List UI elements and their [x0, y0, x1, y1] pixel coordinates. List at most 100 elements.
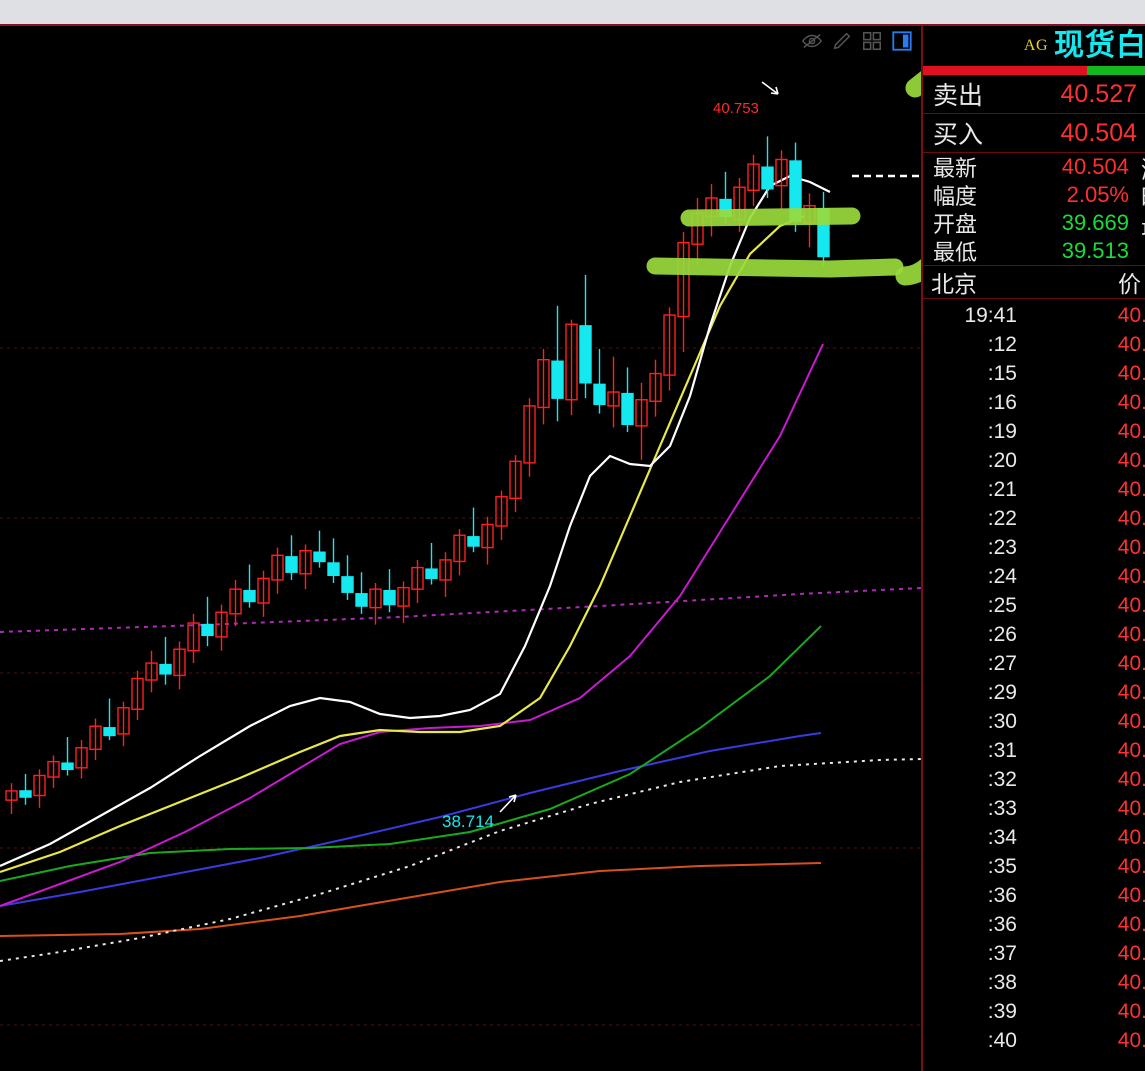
tick-time: :12 — [987, 332, 1017, 356]
panel-split-icon[interactable] — [891, 30, 913, 52]
tick-time: :37 — [987, 941, 1017, 965]
tick-price: 40. — [1117, 941, 1145, 965]
tick-row[interactable]: :36 40. — [923, 881, 1145, 910]
tick-row[interactable]: :40 40. — [923, 1026, 1145, 1055]
tick-time: :26 — [987, 622, 1017, 646]
quote-stat-label: 幅度 — [933, 184, 978, 209]
tick-time: :29 — [987, 680, 1017, 704]
tick-price: 40. — [1117, 419, 1145, 443]
tick-price-column-header: 价 — [1118, 272, 1141, 297]
tick-row[interactable]: :22 40. — [923, 504, 1145, 533]
tick-time: :19 — [987, 419, 1017, 443]
tick-row[interactable]: :24 40. — [923, 562, 1145, 591]
tick-time: :23 — [987, 535, 1017, 559]
tick-time: :36 — [987, 883, 1017, 907]
grid-four-icon[interactable] — [861, 30, 883, 52]
tick-time: :24 — [987, 564, 1017, 588]
quote-stat-label-secondary: 最 — [1129, 209, 1145, 238]
bid-ask-ratio-bar — [923, 66, 1145, 75]
eye-off-icon[interactable] — [801, 30, 823, 52]
tick-row[interactable]: :15 40. — [923, 359, 1145, 388]
tick-time-column-header: 北京 — [931, 272, 977, 297]
tick-row[interactable]: :37 40. — [923, 939, 1145, 968]
tick-row[interactable]: :36 40. — [923, 910, 1145, 939]
tick-time: :30 — [987, 709, 1017, 733]
tick-row[interactable]: :33 40. — [923, 794, 1145, 823]
low-price-annotation: 38.714 — [442, 812, 494, 831]
tick-time: :35 — [987, 854, 1017, 878]
quote-stat-row: 最新 40.504涨 — [923, 153, 1145, 181]
tick-price: 40. — [1117, 477, 1145, 501]
tick-time: :20 — [987, 448, 1017, 472]
tick-row[interactable]: :29 40. — [923, 678, 1145, 707]
tick-row[interactable]: :12 40. — [923, 330, 1145, 359]
chart-canvas — [0, 71, 921, 1026]
tick-time: :38 — [987, 970, 1017, 994]
quote-stat-label: 最低 — [933, 240, 978, 265]
tick-row[interactable]: :31 40. — [923, 736, 1145, 765]
tick-row[interactable]: :27 40. — [923, 649, 1145, 678]
quote-stat-label: 开盘 — [933, 212, 978, 237]
tick-row[interactable]: :20 40. — [923, 446, 1145, 475]
ask-ratio-segment — [1086, 66, 1145, 75]
tick-price: 40. — [1117, 622, 1145, 646]
tick-row[interactable]: :39 40. — [923, 997, 1145, 1026]
tick-price: 40. — [1117, 1028, 1145, 1052]
tick-price: 40. — [1117, 593, 1145, 617]
tick-row[interactable]: :34 40. — [923, 823, 1145, 852]
tick-row[interactable]: :38 40. — [923, 968, 1145, 997]
tick-row[interactable]: :35 40. — [923, 852, 1145, 881]
tick-row[interactable]: :21 40. — [923, 475, 1145, 504]
tick-price: 40. — [1117, 854, 1145, 878]
tick-time: :27 — [987, 651, 1017, 675]
window-titlebar — [0, 0, 1145, 24]
tick-row[interactable]: :19 40. — [923, 417, 1145, 446]
tick-price: 40. — [1117, 796, 1145, 820]
tick-time: :21 — [987, 477, 1017, 501]
quote-stat-row: 最低 39.513 — [923, 237, 1145, 265]
tick-price: 40. — [1117, 535, 1145, 559]
quote-row: 卖出 40.52735 — [923, 75, 1145, 114]
tick-price: 40. — [1117, 767, 1145, 791]
tick-time: :15 — [987, 361, 1017, 385]
quote-row-value: 40.504 — [1060, 118, 1137, 147]
tick-time: :16 — [987, 390, 1017, 414]
bid-ratio-segment — [923, 66, 1087, 75]
tick-row[interactable]: :16 40. — [923, 388, 1145, 417]
quote-stats-rows: 最新 40.504涨幅度 2.05%昨开盘 39.669最最低 39.513 — [923, 153, 1145, 265]
tick-price: 40. — [1117, 709, 1145, 733]
tick-price: 40. — [1117, 448, 1145, 472]
tick-price: 40. — [1117, 390, 1145, 414]
quote-stat-label-secondary: 昨 — [1129, 181, 1145, 210]
tick-time: :22 — [987, 506, 1017, 530]
tick-time: :34 — [987, 825, 1017, 849]
tick-row[interactable]: 19:41 40. — [923, 301, 1145, 330]
tick-time: :40 — [987, 1028, 1017, 1052]
tick-row[interactable]: :32 40. — [923, 765, 1145, 794]
chart-toolbar[interactable] — [801, 30, 913, 52]
quote-stat-row: 幅度 2.05%昨 — [923, 181, 1145, 209]
quote-stat-value: 2.05% — [1066, 182, 1129, 207]
tick-row[interactable]: :30 40. — [923, 707, 1145, 736]
tick-time: 19:41 — [964, 303, 1017, 327]
tick-row[interactable]: :25 40. — [923, 591, 1145, 620]
tick-price: 40. — [1117, 651, 1145, 675]
quote-stat-value: 39.669 — [1061, 210, 1129, 235]
instrument-name: 现货白 — [1054, 29, 1145, 62]
tick-time: :32 — [987, 767, 1017, 791]
quote-row-value: 40.527 — [1060, 79, 1137, 108]
tick-price: 40. — [1117, 883, 1145, 907]
order-book-rows: 卖出 40.52735 买入 40.50435 — [923, 75, 1145, 153]
tick-list[interactable]: 19:41 40.:12 40.:15 40.:16 40.:19 40.:20 40.:2… — [923, 299, 1145, 1055]
tick-price: 40. — [1117, 332, 1145, 356]
tick-row[interactable]: :23 40. — [923, 533, 1145, 562]
tick-time: :36 — [987, 912, 1017, 936]
tick-row[interactable]: :26 40. — [923, 620, 1145, 649]
pencil-icon[interactable] — [831, 30, 853, 52]
instrument-code: AG — [1023, 37, 1048, 54]
candlestick-chart-area[interactable]: 40.753 38.714 — [0, 26, 921, 1071]
instrument-title: AG 现货白 — [923, 26, 1145, 66]
